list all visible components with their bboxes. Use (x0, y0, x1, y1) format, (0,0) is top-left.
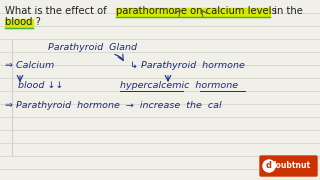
Text: in the: in the (271, 6, 303, 16)
Bar (116, 8, 270, 17)
Circle shape (263, 160, 275, 172)
Text: ⇒ Calcium: ⇒ Calcium (5, 61, 54, 70)
Text: hypercalcemic  hormone: hypercalcemic hormone (120, 81, 238, 90)
Bar (5, 19, 33, 28)
Text: parathormone on calcium levels: parathormone on calcium levels (116, 6, 277, 16)
Text: ↳ Parathyroid  hormone: ↳ Parathyroid hormone (130, 61, 245, 70)
Text: doubtnut: doubtnut (271, 161, 311, 170)
FancyBboxPatch shape (260, 156, 317, 176)
Text: blood ?: blood ? (5, 17, 41, 27)
Text: blood ↓↓: blood ↓↓ (18, 81, 63, 90)
Text: ⇒ Parathyroid  hormone  →  increase  the  cal: ⇒ Parathyroid hormone → increase the cal (5, 101, 222, 110)
Text: What is the effect of: What is the effect of (5, 6, 110, 16)
Text: Parathyroid  Gland: Parathyroid Gland (48, 43, 137, 52)
Text: d: d (266, 161, 272, 170)
